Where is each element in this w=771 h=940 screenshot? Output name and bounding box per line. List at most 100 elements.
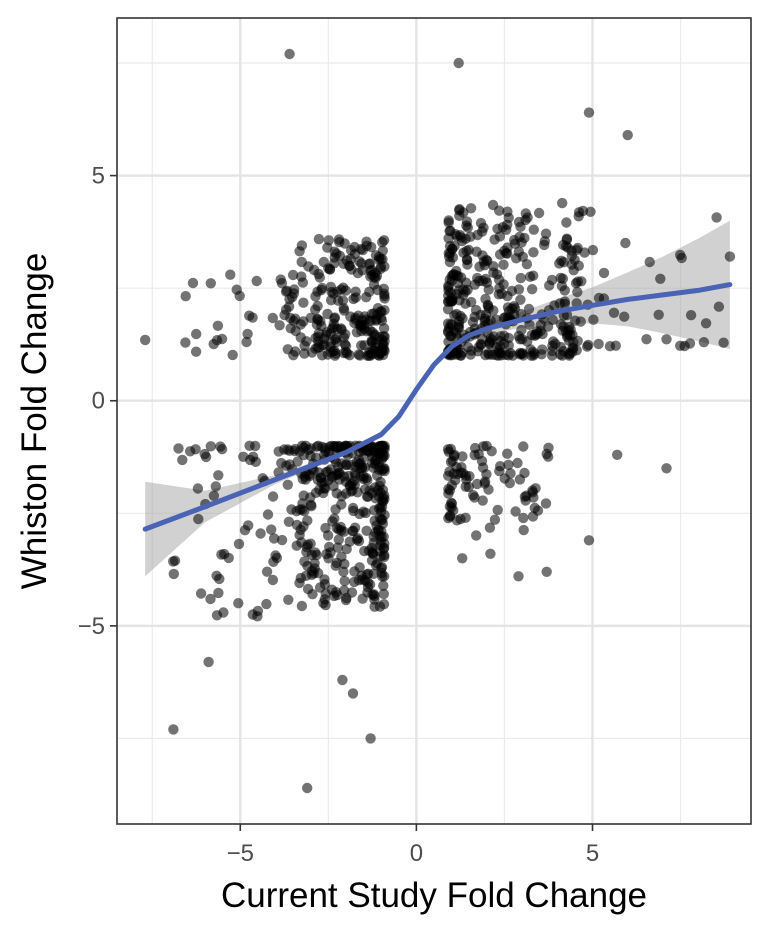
data-point xyxy=(193,513,204,525)
data-point xyxy=(587,244,599,256)
data-point xyxy=(298,442,309,453)
data-point xyxy=(192,483,204,494)
data-point xyxy=(511,253,522,264)
data-point xyxy=(562,329,573,341)
data-point xyxy=(504,477,515,489)
data-point xyxy=(330,348,341,359)
data-point xyxy=(471,530,482,541)
grid-lines xyxy=(117,18,751,824)
data-point xyxy=(533,207,545,219)
data-point xyxy=(223,552,234,564)
data-point xyxy=(711,212,722,223)
data-point xyxy=(180,291,191,302)
data-point xyxy=(477,495,488,506)
y-tick-label: −5 xyxy=(78,613,105,640)
data-point xyxy=(208,490,220,501)
data-point xyxy=(612,449,623,460)
x-tick-label: −5 xyxy=(227,840,254,867)
data-point xyxy=(481,469,492,480)
data-point xyxy=(362,475,373,486)
data-point xyxy=(284,294,295,305)
data-point xyxy=(468,490,479,501)
data-point xyxy=(177,454,188,466)
data-point xyxy=(298,297,309,308)
data-point xyxy=(367,547,378,559)
data-point xyxy=(585,206,596,217)
data-point xyxy=(334,236,345,248)
data-point xyxy=(283,516,295,527)
data-point xyxy=(266,524,277,535)
data-point xyxy=(519,467,530,479)
data-point xyxy=(554,258,565,269)
data-point xyxy=(700,318,712,329)
data-point xyxy=(442,444,454,455)
data-point xyxy=(309,558,320,569)
data-point xyxy=(346,587,358,598)
data-point xyxy=(499,338,510,349)
data-point xyxy=(205,278,216,289)
data-point xyxy=(190,444,201,455)
data-point xyxy=(255,528,266,539)
data-point xyxy=(443,488,454,499)
data-point xyxy=(461,245,472,257)
data-point xyxy=(244,310,255,321)
data-point xyxy=(370,272,381,284)
data-point xyxy=(140,334,151,346)
data-point xyxy=(345,245,357,256)
data-point xyxy=(312,342,323,353)
axis-ticks: −5 0 5 −5 0 5 xyxy=(78,163,600,867)
data-point xyxy=(536,349,547,360)
data-point xyxy=(489,514,501,525)
data-point xyxy=(301,546,312,558)
data-point xyxy=(641,334,652,345)
data-point xyxy=(588,314,599,325)
data-point xyxy=(498,330,510,341)
data-point xyxy=(484,522,496,533)
data-point xyxy=(465,203,477,214)
data-point xyxy=(370,250,382,261)
data-point xyxy=(575,316,586,327)
data-point xyxy=(195,588,207,599)
data-point xyxy=(526,350,537,361)
data-point xyxy=(452,277,463,289)
data-point xyxy=(305,538,316,549)
data-point xyxy=(608,307,620,318)
data-point xyxy=(379,443,390,455)
data-point xyxy=(675,340,686,351)
data-point xyxy=(330,560,341,571)
data-point xyxy=(488,305,499,316)
data-point xyxy=(507,350,518,361)
data-point xyxy=(515,294,526,305)
data-point xyxy=(284,48,295,60)
data-point xyxy=(555,349,566,360)
data-point xyxy=(378,339,389,351)
data-point xyxy=(168,724,179,735)
data-point xyxy=(502,448,513,459)
data-point xyxy=(368,537,379,548)
data-point xyxy=(299,340,310,351)
data-point xyxy=(292,456,303,467)
data-point xyxy=(349,566,360,577)
data-point xyxy=(480,293,491,305)
data-point xyxy=(653,309,664,320)
data-point xyxy=(290,313,301,324)
data-point xyxy=(516,324,527,336)
data-point xyxy=(480,273,491,285)
data-point xyxy=(502,248,513,259)
data-point xyxy=(509,238,521,249)
data-point xyxy=(475,309,486,321)
data-point xyxy=(358,320,369,331)
data-point xyxy=(570,278,582,289)
data-point xyxy=(466,296,477,308)
data-point xyxy=(205,593,216,605)
data-point xyxy=(378,323,390,334)
data-point xyxy=(298,490,309,501)
data-point xyxy=(568,265,579,276)
data-point xyxy=(210,481,221,492)
data-point xyxy=(463,481,474,493)
data-point xyxy=(528,247,539,258)
data-point xyxy=(227,349,238,361)
data-point xyxy=(213,587,224,599)
data-point xyxy=(308,568,319,579)
